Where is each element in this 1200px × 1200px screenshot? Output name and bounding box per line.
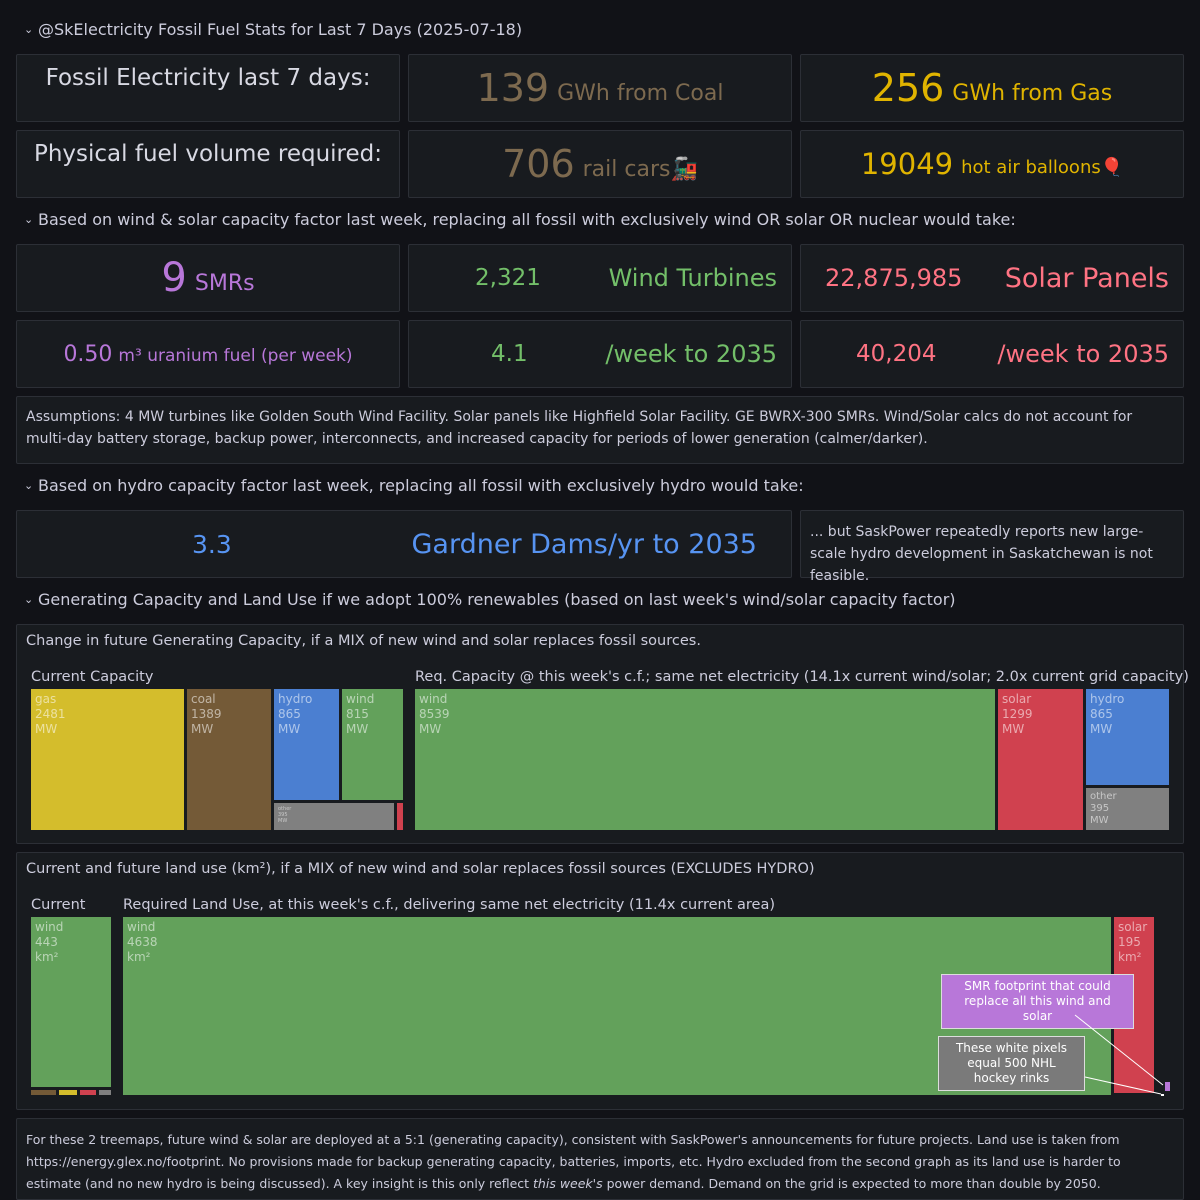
section-title: @SkElectricity Fossil Fuel Stats for Las…: [38, 20, 523, 39]
tile-land-current-other: [99, 1090, 111, 1095]
smr-value: 9: [161, 255, 187, 301]
tile-land-current-solar: [80, 1090, 96, 1095]
smr-callout: SMR footprint that could replace all thi…: [941, 974, 1134, 1029]
wind-rate-value: 4.1: [491, 341, 528, 367]
balloons-value: 19049: [860, 147, 954, 181]
smr-unit: SMRs: [194, 270, 255, 296]
fuel-label-panel: Physical fuel volume required:: [16, 130, 400, 198]
tile-required-wind[interactable]: wind 8539 MW: [415, 689, 995, 830]
capacity-title: Change in future Generating Capacity, if…: [26, 633, 701, 649]
current-capacity-title: Current Capacity: [31, 669, 154, 685]
section-header-land[interactable]: ⌄ Generating Capacity and Land Use if we…: [24, 590, 956, 609]
assumptions-panel: Assumptions: 4 MW turbines like Golden S…: [16, 396, 1184, 464]
hydro-note: ... but SaskPower repeatedly reports new…: [810, 524, 1153, 584]
balloons-unit: hot air balloons🎈: [961, 156, 1124, 178]
land-treemap-panel: Current and future land use (km²), if a …: [16, 852, 1184, 1110]
railcars-unit: rail cars🚂: [582, 156, 698, 182]
tile-current-other[interactable]: other 395 MW: [274, 803, 394, 830]
footer-text-2: power demand. Demand on the grid is expe…: [602, 1176, 1101, 1191]
fossil-label-panel: Fossil Electricity last 7 days:: [16, 54, 400, 122]
solar-rate-panel: 40,204 /week to 2035: [800, 320, 1184, 388]
tile-land-current-coal: [31, 1090, 56, 1095]
coal-stat-panel: 139 GWh from Coal: [408, 54, 792, 122]
land-title: Current and future land use (km²), if a …: [26, 861, 815, 877]
uranium-unit: m³ uranium fuel (per week): [118, 345, 353, 366]
tile-land-rinks: [1161, 1094, 1164, 1096]
capacity-treemap-panel: Change in future Generating Capacity, if…: [16, 624, 1189, 844]
gas-stat-panel: 256 GWh from Gas: [800, 54, 1184, 122]
hydro-dams-unit: Gardner Dams/yr to 2035: [411, 528, 757, 560]
gas-value: 256: [871, 66, 945, 110]
tile-current-coal[interactable]: coal 1389 MW: [187, 689, 271, 830]
hydro-dams-panel: 3.3 Gardner Dams/yr to 2035: [16, 510, 792, 578]
solar-panels-unit: Solar Panels: [1004, 262, 1169, 294]
section-title: Generating Capacity and Land Use if we a…: [38, 590, 956, 609]
footer-panel: For these 2 treemaps, future wind & sola…: [16, 1118, 1184, 1200]
hydro-dams-value: 3.3: [192, 529, 232, 559]
solar-panels-value: 22,875,985: [825, 264, 963, 292]
wind-turbines-unit: Wind Turbines: [608, 264, 777, 292]
uranium-value: 0.50: [63, 341, 113, 367]
tile-current-solar[interactable]: [397, 803, 403, 830]
tile-land-smr[interactable]: [1165, 1082, 1170, 1091]
rinks-callout: These white pixels equal 500 NHL hockey …: [938, 1036, 1085, 1091]
railcars-value: 706: [502, 142, 575, 186]
tile-land-current-wind[interactable]: wind 443 km²: [31, 917, 111, 1087]
coal-value: 139: [476, 66, 550, 110]
current-land-title: Current: [31, 897, 86, 913]
fuel-label: Physical fuel volume required:: [33, 141, 383, 167]
chevron-down-icon: ⌄: [24, 593, 34, 606]
footer-text-1: For these 2 treemaps, future wind & sola…: [26, 1132, 1121, 1191]
wind-rate-unit: /week to 2035: [605, 340, 777, 368]
wind-turbines-value: 2,321: [475, 265, 541, 291]
gas-unit: GWh from Gas: [952, 80, 1113, 106]
solar-panels-panel: 22,875,985 Solar Panels: [800, 244, 1184, 312]
railcars-stat-panel: 706 rail cars🚂: [408, 130, 792, 198]
chevron-down-icon: ⌄: [24, 213, 34, 226]
required-capacity-title: Req. Capacity @ this week's c.f.; same n…: [415, 669, 1189, 685]
solar-rate-value: 40,204: [856, 341, 937, 367]
section-header-replace[interactable]: ⌄ Based on wind & solar capacity factor …: [24, 210, 1016, 229]
tile-current-gas[interactable]: gas 2481 MW: [31, 689, 184, 830]
assumptions-text: Assumptions: 4 MW turbines like Golden S…: [26, 409, 1133, 447]
wind-rate-panel: 4.1 /week to 2035: [408, 320, 792, 388]
coal-unit: GWh from Coal: [557, 80, 724, 106]
chevron-down-icon: ⌄: [24, 23, 34, 36]
section-header-hydro[interactable]: ⌄ Based on hydro capacity factor last we…: [24, 476, 804, 495]
solar-rate-unit: /week to 2035: [997, 340, 1169, 368]
section-title: Based on wind & solar capacity factor la…: [38, 210, 1016, 229]
section-title: Based on hydro capacity factor last week…: [38, 476, 804, 495]
chevron-down-icon: ⌄: [24, 479, 34, 492]
tile-required-hydro[interactable]: hydro 865 MW: [1086, 689, 1169, 785]
hydro-note-panel: ... but SaskPower repeatedly reports new…: [800, 510, 1184, 584]
required-land-title: Required Land Use, at this week's c.f., …: [123, 897, 775, 913]
fossil-label: Fossil Electricity last 7 days:: [45, 65, 371, 91]
wind-turbines-panel: 2,321 Wind Turbines: [408, 244, 792, 312]
section-header-fossil[interactable]: ⌄ @SkElectricity Fossil Fuel Stats for L…: [24, 20, 522, 39]
tile-required-solar[interactable]: solar 1299 MW: [998, 689, 1083, 830]
balloons-stat-panel: 19049 hot air balloons🎈: [800, 130, 1184, 198]
tile-land-current-gas: [59, 1090, 77, 1095]
smr-stat-panel: 9 SMRs: [16, 244, 400, 312]
tile-required-other[interactable]: other 395 MW: [1086, 788, 1169, 830]
tile-current-wind[interactable]: wind 815 MW: [342, 689, 403, 800]
footer-text-italic: this week's: [533, 1176, 603, 1191]
uranium-panel: 0.50 m³ uranium fuel (per week): [16, 320, 400, 388]
tile-current-hydro[interactable]: hydro 865 MW: [274, 689, 339, 800]
